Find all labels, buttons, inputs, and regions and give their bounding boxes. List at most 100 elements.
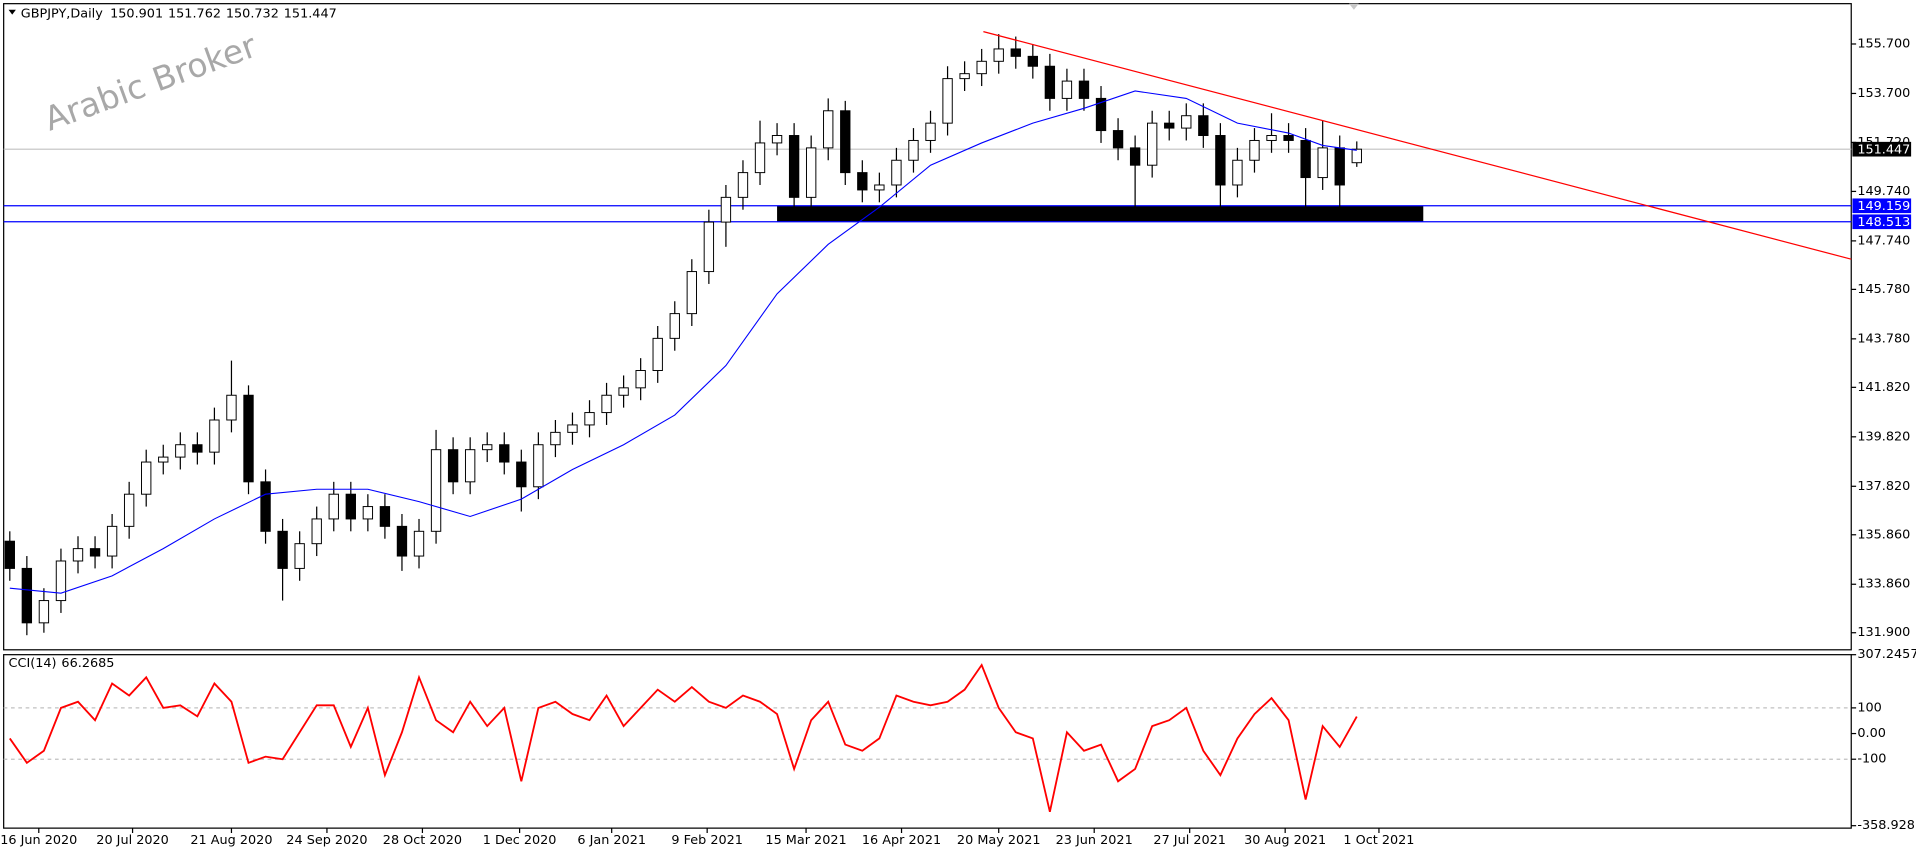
y-tick-label: 143.780 — [1857, 331, 1910, 346]
low: 150.732 — [226, 6, 279, 21]
candle-body — [55, 560, 67, 602]
candle-body — [209, 419, 220, 453]
x-tick-label: 20 May 2021 — [957, 833, 1041, 848]
y-tick-label: -358.9285 — [1857, 818, 1916, 833]
candle-body — [311, 518, 322, 545]
candle-body — [720, 196, 732, 223]
header: GBPJPY,Daily 150.901 151.762 150.732 151.447 — [21, 6, 337, 21]
candle-body — [1112, 130, 1124, 149]
candle-body — [925, 122, 936, 141]
candle-body — [669, 313, 680, 339]
candle-body — [771, 135, 783, 144]
candle-body — [1232, 159, 1243, 186]
candle-body — [192, 444, 203, 453]
candle-body — [976, 60, 987, 75]
y-tick-label: 153.700 — [1857, 86, 1910, 101]
candle-body — [805, 147, 817, 198]
x-tick-label: 1 Oct 2021 — [1343, 833, 1414, 848]
trendline — [983, 31, 1852, 260]
x-tick-label: 6 Jan 2021 — [577, 833, 646, 848]
menu-arrow — [8, 9, 16, 15]
x-tick-label: 27 Jul 2021 — [1153, 833, 1226, 848]
candle-body — [1129, 147, 1141, 166]
y-tick-label: 155.700 — [1857, 36, 1910, 51]
cci-line — [9, 663, 1358, 813]
candle-body — [550, 431, 561, 446]
candle-body — [345, 493, 356, 520]
candle-body — [158, 456, 169, 463]
candle-body — [686, 271, 697, 315]
candle-body — [1146, 122, 1158, 166]
candle-body — [584, 412, 595, 426]
x-tick-label: 23 Jun 2021 — [1056, 833, 1133, 848]
x-tick-label: 28 Oct 2020 — [383, 833, 462, 848]
candle-body — [1283, 135, 1294, 141]
y-tick-label: 0.00 — [1857, 726, 1886, 741]
candle-body — [754, 142, 766, 174]
level-label: 149.159 — [1857, 199, 1910, 214]
y-tick-label: 137.820 — [1857, 479, 1910, 494]
close: 151.447 — [284, 6, 337, 21]
x-tick-label: 9 Feb 2021 — [671, 833, 743, 848]
high: 151.762 — [168, 6, 221, 21]
y-tick-label: -100 — [1857, 752, 1886, 767]
x-tick-label: 1 Dec 2020 — [483, 833, 557, 848]
candle-body — [89, 548, 101, 557]
candle-body — [413, 530, 425, 557]
y-tick-label: 307.2457 — [1857, 647, 1916, 662]
level-label-box — [1852, 198, 1912, 214]
moving-average — [9, 90, 1357, 594]
x-tick-label: 21 Aug 2020 — [190, 833, 272, 848]
candle-body — [1300, 139, 1311, 179]
candle-body — [1061, 80, 1073, 99]
candle-body — [294, 543, 305, 569]
x-tick-label: 15 Mar 2021 — [765, 833, 846, 848]
candle-body — [788, 135, 800, 198]
candle-body — [72, 548, 84, 562]
candle-body — [430, 449, 442, 532]
support-zone — [777, 205, 1424, 222]
x-tick-label: 24 Sep 2020 — [286, 833, 367, 848]
candle-body — [123, 493, 135, 527]
cci-value: 66.2685 — [61, 656, 114, 671]
candle-body — [635, 370, 646, 389]
price-label: 151.447 — [1857, 142, 1910, 157]
candle-body — [1351, 148, 1362, 164]
candle-body — [141, 461, 152, 495]
shift-marker — [1349, 3, 1359, 10]
candle-body — [959, 73, 970, 80]
candle-body — [482, 444, 493, 451]
candle-body — [38, 600, 50, 624]
candle-body — [840, 110, 851, 174]
candle-body — [601, 394, 612, 414]
candle-body — [1164, 122, 1175, 129]
candle-body — [277, 530, 288, 569]
y-tick-label: 139.820 — [1857, 429, 1910, 444]
cci-title: CCI(14) — [9, 656, 57, 671]
y-tick-label: 147.740 — [1857, 233, 1910, 248]
candle-body — [737, 172, 749, 198]
candle-body — [464, 449, 476, 483]
candle-body — [891, 159, 902, 186]
candle-body — [1317, 147, 1328, 179]
candle-body — [533, 444, 544, 488]
candle-body — [857, 172, 868, 191]
y-tick-label: 149.740 — [1857, 184, 1910, 199]
x-tick-label: 20 Jul 2020 — [96, 833, 169, 848]
y-tick-label: 141.820 — [1857, 380, 1910, 395]
candle-body — [1010, 48, 1021, 57]
x-tick-label: 30 Aug 2021 — [1244, 833, 1326, 848]
candle-body — [1334, 147, 1345, 186]
candle-body — [908, 139, 919, 161]
cci-pane — [3, 654, 1852, 829]
x-tick-label: 16 Jun 2020 — [0, 833, 77, 848]
candle-body — [567, 424, 578, 433]
price-label-box — [1852, 141, 1912, 157]
candle-body — [1198, 115, 1209, 137]
y-tick-label: 145.780 — [1857, 282, 1910, 297]
candle-body — [1181, 115, 1192, 129]
candle-body — [21, 567, 33, 624]
